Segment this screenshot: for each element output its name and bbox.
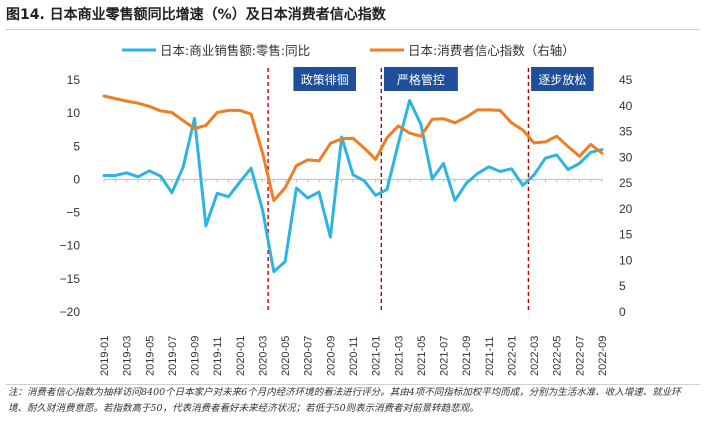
x-tick-label: 2019-11: [212, 336, 224, 376]
x-tick-label: 2021-03: [393, 336, 405, 376]
line-chart: 15 10 5 0 −5 −10 −15 −20 45 40 35 30 25 20 15 10 5 0 2019-…: [60, 43, 633, 376]
y-left-tick-label: −10: [60, 239, 81, 253]
retail-sales-line: [102, 99, 604, 274]
x-tick-label: 2021-01: [371, 336, 383, 376]
phase-label: 逐步放松: [538, 72, 586, 87]
x-tick-label: 2020-11: [348, 336, 360, 376]
x-tick-label: 2020-05: [280, 336, 292, 376]
x-tick-label: 2020-07: [303, 336, 315, 376]
y-left-tick-label: −20: [60, 305, 81, 319]
x-tick-label: 2021-09: [461, 336, 473, 376]
y-right-tick-label: 5: [619, 279, 626, 293]
x-tick-label: 2022-01: [506, 336, 518, 376]
y-left-tick-label: −5: [66, 206, 80, 220]
x-tick-label: 2020-03: [257, 336, 269, 376]
x-tick-label: 2019-07: [167, 336, 179, 376]
y-left-tick-label: 10: [67, 106, 81, 120]
phase-label: 严格管控: [397, 72, 445, 87]
x-tick-label: 2019-09: [190, 336, 202, 376]
y-left-tick-label: 15: [67, 73, 81, 87]
x-tick-label: 2019-05: [144, 336, 156, 376]
chart-title: 图14. 日本商业零售额同比增速（%）及日本消费者信心指数: [6, 7, 386, 23]
note-divider: [6, 384, 700, 385]
x-tick-label: 2022-07: [574, 336, 586, 376]
x-tick-label: 2019-01: [99, 336, 111, 376]
legend-label: 日本:商业销售额:零售:同比: [160, 43, 310, 58]
y-right-tick-label: 40: [619, 99, 633, 113]
phase-box: [383, 67, 458, 91]
y-right-tick-label: 35: [619, 125, 633, 139]
x-tick-label: 2022-09: [597, 336, 609, 376]
title-divider: [6, 29, 700, 30]
consumer-confidence-line: [102, 94, 604, 203]
x-tick-label: 2020-01: [235, 336, 247, 376]
phase-label: 政策徘徊: [301, 73, 349, 87]
phase-box: [293, 67, 356, 91]
legend-label: 日本:消费者信心指数（右轴）: [408, 43, 575, 58]
x-tick-label: 2022-03: [529, 336, 541, 376]
y-right-tick-label: 0: [619, 305, 626, 319]
phase-box: [531, 67, 594, 91]
x-tick-label: 2019-03: [122, 336, 134, 376]
y-left-tick-label: 5: [73, 139, 80, 153]
x-tick-label: 2022-05: [552, 336, 564, 376]
x-tick-label: 2021-11: [484, 336, 496, 376]
x-tick-label: 2020-09: [325, 336, 337, 376]
y-right-tick-label: 15: [619, 228, 633, 242]
y-right-tick-label: 20: [619, 202, 633, 216]
y-right-tick-label: 30: [619, 150, 633, 164]
x-tick-label: 2021-05: [416, 336, 428, 376]
y-right-tick-label: 45: [619, 73, 633, 87]
y-right-tick-label: 10: [619, 253, 633, 267]
chart-note: 注：消费者信心指数为抽样访问8400个日本家户对未来6个月内经济环境的看法进行评…: [8, 387, 681, 414]
y-right-tick-label: 25: [619, 176, 633, 190]
y-left-tick-label: 0: [73, 172, 80, 186]
x-tick-label: 2021-07: [439, 336, 451, 376]
y-left-tick-label: −15: [60, 272, 81, 286]
